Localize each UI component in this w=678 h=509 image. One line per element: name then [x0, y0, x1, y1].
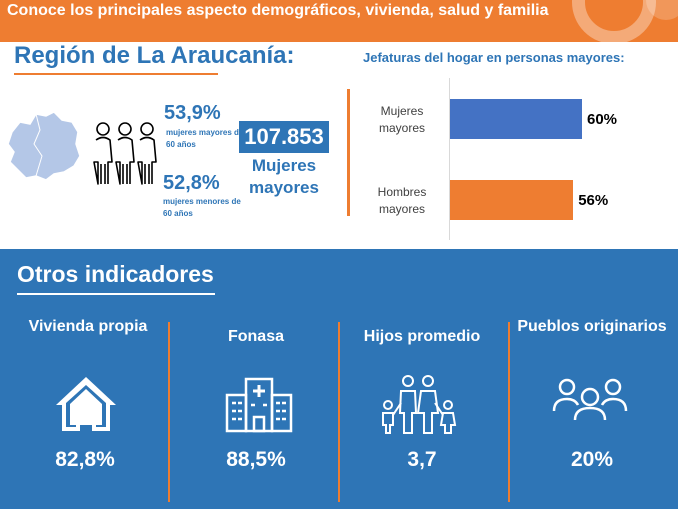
other-indicators-title: Otros indicadores: [17, 261, 214, 287]
divider: [508, 322, 510, 502]
indicator-value-fonasa: 88,5%: [226, 448, 286, 471]
indicator-value-hijos: 3,7: [407, 448, 437, 471]
region-title-underline: [14, 73, 218, 75]
divider: [338, 322, 340, 502]
bar-hombres: [450, 180, 574, 220]
other-indicators-underline: [17, 293, 215, 295]
region-map-icon: [7, 111, 81, 181]
category-label-mujeres: Mujeres mayores: [378, 104, 425, 135]
women-group-icon: [93, 122, 157, 185]
indicator-label-fonasa: Fonasa: [227, 328, 284, 345]
hospital-icon: [225, 377, 293, 433]
indicator-label-pueblos: Pueblos originarios: [517, 318, 667, 335]
region-title: Región de La Araucanía:: [14, 42, 295, 69]
stat-pct-older: 53,9%: [164, 102, 221, 124]
decorative-ring: [572, 0, 656, 42]
people-group-icon: [552, 378, 628, 421]
family-icon: [382, 375, 457, 434]
big-number-label: Mujeres mayores: [249, 156, 319, 197]
divider: [168, 322, 170, 502]
stat-desc-younger: mujeres menores de 60 años: [163, 197, 241, 218]
indicator-value-vivienda: 82,8%: [55, 448, 115, 471]
banner-title: Conoce los principales aspecto demográfi…: [7, 2, 549, 19]
indicator-label-vivienda: Vivienda propia: [28, 318, 148, 335]
bar-mujeres: [450, 99, 582, 139]
indicator-value-pueblos: 20%: [570, 448, 614, 471]
stat-pct-younger: 52,8%: [163, 172, 220, 194]
top-banner: Conoce los principales aspecto demográfi…: [0, 0, 678, 42]
bar-value-hombres: 56%: [578, 192, 609, 209]
bar-value-mujeres: 60%: [587, 111, 618, 128]
house-icon: [56, 377, 116, 431]
chart-title: Jefaturas del hogar en personas mayores:: [363, 50, 625, 65]
category-label-hombres: Hombres mayores: [377, 185, 427, 216]
decorative-circle: [646, 0, 678, 20]
big-number: 107.853: [239, 121, 329, 153]
stat-desc-older: mujeres mayores de 60 años: [166, 128, 244, 149]
chart-axis: [449, 78, 450, 240]
chart-separator: [347, 89, 350, 216]
indicator-label-hijos: Hijos promedio: [363, 328, 481, 345]
